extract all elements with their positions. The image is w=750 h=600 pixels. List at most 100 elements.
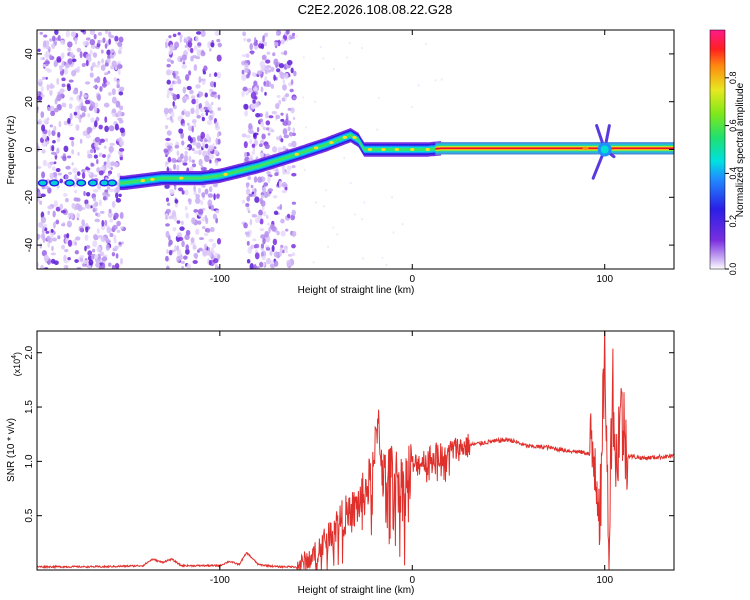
noise-speckle xyxy=(44,60,51,65)
noise-speckle xyxy=(119,127,125,134)
noise-speckle xyxy=(189,47,194,54)
noise-speckle xyxy=(66,220,73,228)
noise-speckle xyxy=(111,96,117,104)
noise-speckle xyxy=(253,176,258,183)
noise-speckle xyxy=(40,94,45,98)
noise-speckle xyxy=(246,240,250,246)
noise-speckle xyxy=(271,110,277,115)
noise-speckle xyxy=(47,106,51,111)
noise-speckle xyxy=(270,129,275,133)
noise-speckle xyxy=(104,219,108,227)
ridge-hotspot xyxy=(410,148,415,151)
noise-speckle xyxy=(215,209,220,214)
noise-speckle xyxy=(106,49,111,56)
noise-speckle xyxy=(80,105,85,112)
noise-speckle xyxy=(266,51,271,55)
noise-speckle xyxy=(52,210,56,218)
noise-speckle xyxy=(53,200,58,208)
noise-speckle xyxy=(63,254,67,262)
noise-speckle xyxy=(92,174,98,178)
y-scale-factor: (x104) xyxy=(11,352,22,376)
noise-speckle xyxy=(260,243,265,249)
noise-speckle xyxy=(55,168,61,173)
noise-speckle xyxy=(53,125,57,132)
noise-speckle xyxy=(209,226,215,233)
noise-speckle xyxy=(102,195,107,201)
noise-speckle xyxy=(275,102,280,110)
noise-speckle xyxy=(84,234,89,241)
noise-speckle xyxy=(74,259,79,263)
noise-speckle xyxy=(37,95,43,101)
noise-speckle xyxy=(241,200,246,204)
noise-speckle xyxy=(292,252,296,257)
noise-speckle xyxy=(49,89,53,96)
noise-speckle xyxy=(81,112,86,118)
noise-speckle xyxy=(185,74,190,81)
noise-speckle xyxy=(286,59,293,66)
noise-speckle xyxy=(90,117,95,123)
noise-speckle xyxy=(280,138,284,143)
noise-speckle xyxy=(166,63,171,68)
noise-speckle xyxy=(243,151,248,158)
noise-speckle xyxy=(264,231,270,238)
noise-speckle xyxy=(98,199,103,207)
noise-speckle xyxy=(314,201,317,204)
noise-speckle xyxy=(113,234,117,241)
bottom-x-tick-label: 100 xyxy=(596,575,613,586)
noise-speckle xyxy=(50,151,57,155)
noise-speckle xyxy=(115,100,121,108)
noise-speckle xyxy=(245,203,250,207)
noise-speckle xyxy=(348,41,351,45)
noise-speckle xyxy=(261,133,266,140)
noise-speckle xyxy=(76,47,82,53)
noise-speckle xyxy=(250,244,255,250)
noise-speckle xyxy=(118,91,124,96)
noise-speckle xyxy=(109,35,115,39)
noise-speckle xyxy=(52,237,57,242)
noise-speckle xyxy=(121,241,124,245)
noise-speckle xyxy=(245,53,250,59)
noise-speckle xyxy=(207,41,211,49)
noise-speckle xyxy=(213,183,218,188)
noise-speckle xyxy=(286,259,292,267)
noise-speckle xyxy=(175,141,180,146)
noise-speckle xyxy=(93,106,98,114)
noise-speckle xyxy=(186,85,192,91)
noise-speckle xyxy=(201,141,206,149)
noise-speckle xyxy=(88,171,92,176)
noise-speckle xyxy=(241,54,247,58)
noise-speckle xyxy=(280,218,285,224)
noise-speckle xyxy=(210,101,214,106)
noise-speckle xyxy=(245,182,249,189)
noise-speckle xyxy=(104,43,108,49)
noise-speckle xyxy=(191,119,197,124)
ridge-hotspot xyxy=(582,146,589,150)
noise-speckle xyxy=(376,128,379,131)
noise-speckle xyxy=(96,167,101,173)
noise-speckle xyxy=(195,84,201,89)
noise-speckle xyxy=(95,212,98,216)
noise-speckle xyxy=(249,218,253,226)
noise-speckle xyxy=(209,250,213,258)
noise-speckle xyxy=(197,220,202,225)
noise-speckle xyxy=(268,115,274,119)
noise-speckle xyxy=(49,124,53,128)
noise-speckle xyxy=(192,260,198,265)
noise-speckle xyxy=(336,233,339,236)
noise-speckle xyxy=(216,132,220,138)
noise-speckle xyxy=(73,111,78,116)
noise-speckle xyxy=(273,260,279,267)
noise-speckle xyxy=(168,87,174,91)
noise-speckle xyxy=(63,264,69,269)
noise-speckle xyxy=(89,39,96,46)
noise-speckle xyxy=(57,34,61,42)
noise-speckle xyxy=(179,226,185,231)
noise-speckle xyxy=(172,226,177,232)
noise-speckle xyxy=(283,50,288,56)
noise-speckle xyxy=(118,193,122,198)
noise-speckle xyxy=(38,221,44,228)
noise-speckle xyxy=(72,167,78,174)
noise-speckle xyxy=(172,210,177,217)
noise-speckle xyxy=(85,59,89,67)
noise-speckle xyxy=(68,79,74,83)
